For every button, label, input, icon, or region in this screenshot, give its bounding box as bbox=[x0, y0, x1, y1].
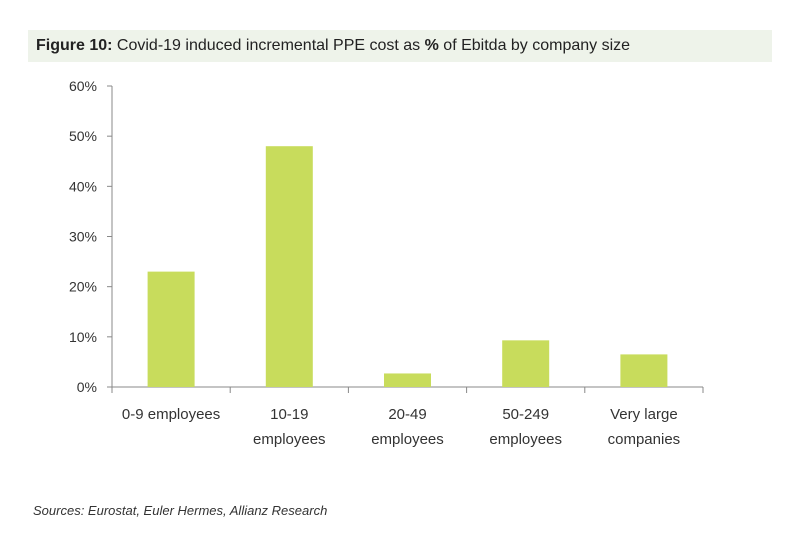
bar-chart: 0% 10% 20% 30% 40% 50% 60% 0-9 employees 10-19 em… bbox=[69, 78, 704, 448]
y-tick-label: 30% bbox=[69, 229, 97, 245]
y-tick-label: 20% bbox=[69, 279, 97, 295]
y-tick-label: 60% bbox=[69, 78, 97, 94]
x-tick-label: 0-9 employees bbox=[122, 406, 220, 423]
x-tick-label-line: employees bbox=[253, 431, 326, 448]
x-tick-label-line: 10-19 bbox=[270, 406, 308, 423]
source-note: Sources: Eurostat, Euler Hermes, Allianz… bbox=[33, 503, 328, 518]
figure-title-pct: % bbox=[424, 37, 439, 54]
x-tick-label: 10-19 employees bbox=[253, 406, 326, 448]
x-tick-label-line: employees bbox=[489, 431, 562, 448]
x-tick-label-line: companies bbox=[608, 431, 681, 448]
x-tick-label: 20-49 employees bbox=[371, 406, 444, 448]
bar bbox=[620, 354, 668, 387]
x-tick-label-line: Very large bbox=[610, 406, 678, 423]
figure-label: Figure 10: bbox=[36, 37, 113, 54]
figure-title-bar: Figure 10: Covid-19 induced incremental … bbox=[28, 30, 772, 62]
bar bbox=[384, 373, 431, 387]
y-tick-label: 50% bbox=[69, 128, 97, 144]
x-tick-label-line: 50-249 bbox=[502, 406, 549, 423]
bar bbox=[502, 340, 550, 387]
x-tick-label-line: employees bbox=[371, 431, 444, 448]
x-tick-label-line: 20-49 bbox=[388, 406, 426, 423]
figure-title-pre: Covid-19 induced incremental PPE cost as bbox=[112, 37, 425, 54]
y-tick-label: 10% bbox=[69, 329, 97, 345]
bar bbox=[147, 271, 195, 387]
x-tick-label: 50-249 employees bbox=[489, 406, 562, 448]
figure-title-post: of Ebitda by company size bbox=[438, 37, 631, 54]
x-tick-label: Very large companies bbox=[608, 406, 681, 448]
figure-title: Figure 10: Covid-19 induced incremental … bbox=[36, 37, 630, 55]
x-tick-label-line: 0-9 employees bbox=[122, 406, 220, 423]
bar bbox=[265, 146, 313, 387]
y-tick-label: 40% bbox=[69, 178, 97, 194]
y-tick-label: 0% bbox=[77, 379, 97, 395]
